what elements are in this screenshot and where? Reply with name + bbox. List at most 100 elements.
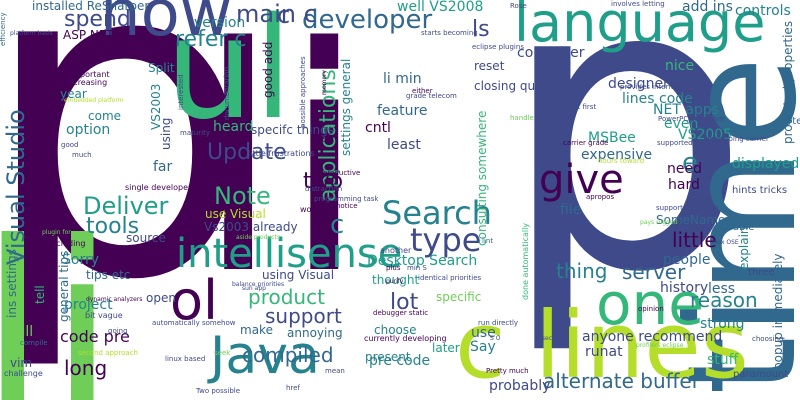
word-installed-resharper: installed ReSharper [32,0,150,13]
word-specifc-things: specifc things [251,123,334,137]
word-hard: hard [668,177,700,193]
word-carrier-grade: carrier grade [563,139,609,147]
word-lint: lint [482,237,494,245]
word-c-2: c [277,1,291,29]
word-now: now [100,0,233,51]
word-s-o: S O [490,335,501,342]
word-handle: handle [510,114,534,122]
word-cntl: cntl [365,120,391,136]
word-vim: vim [10,356,33,370]
word-support-debugger: support debugger [656,204,719,212]
word-file: file [560,202,582,218]
word-people: people [663,252,711,268]
word-pre-code: pre code [369,353,431,369]
word-vs2005: VS2005 [678,127,733,143]
word-bit-vague: bit vague [85,311,123,320]
word-give: give [539,157,624,203]
word-make: make [240,323,273,337]
word-closing-quote: closing quote [474,79,555,93]
word-specific: specific [436,290,482,304]
word-consulting-somewhere: consulting somewhere [475,110,489,246]
word-pretty-much: Pretty much [486,367,529,375]
word-displayed: displayed [732,156,800,172]
word-intellisense: intellisense [176,231,403,277]
word-interested: interested [177,74,185,110]
word-java: Java [210,326,320,386]
word-apropos: apropos [586,193,615,201]
word-p-2: p [498,0,752,360]
word-less: less [708,281,736,297]
word-run-directly: run directly [478,319,519,327]
word-vs2003: VS2003 [149,83,163,130]
word-ul: ul [165,0,293,151]
word-well-vs2008: well VS2008 [397,0,484,15]
word-min-s: min S [407,264,427,272]
word-split: Split [148,61,175,75]
word-compile: compile [20,339,48,347]
word-li-2: li [0,189,117,400]
word-thing: thing [556,259,608,283]
word-notice: notice [336,202,358,210]
word-opinion: opinion [638,305,664,313]
word-ol: ol [170,269,219,332]
word-programming-task: programming task [314,195,379,203]
word-little: little [672,228,717,252]
word-version: version [194,15,246,31]
word-project: project [64,297,113,313]
word-linux-based: linux based [165,355,206,363]
word-far: far [153,159,173,175]
word-search: Search [382,194,492,232]
word-work-hours: work hours [205,174,250,183]
word-refer-c: refer c [175,27,247,52]
word-profilers-eclipse: profilers eclipse [636,342,684,349]
word-will: will [10,324,34,340]
word-note: Note [214,182,271,210]
word-visual-studio: Visual Studio [2,109,30,265]
word-good-add: good add [261,41,275,98]
word-done-automatically: done automatically [521,222,530,300]
word-important: important [70,70,110,79]
word-net-apps: NET apps [653,102,719,118]
word-type: type [410,221,482,259]
word-choosing: choosing [752,335,784,343]
word-rose: Rose [510,2,527,10]
word-later: later [432,341,460,355]
word-aside-products: aside products [236,234,281,241]
word-three: three [748,267,775,278]
word-product: product [248,285,325,309]
word-sorry: Sorry [62,252,100,268]
word-dynamic-analyzers: dynamic analyzers [86,296,143,303]
word-somenamespace: SomeNamespace [656,213,761,227]
word-plugin-for: plugin for [42,229,71,236]
word-one: one [596,270,704,338]
word-compiled: compiled [242,343,334,367]
word-automatically-somehow: automatically somehow [152,319,236,327]
word-supported: supported [657,139,693,147]
word-present: present [365,350,411,364]
word-p: p [0,0,258,376]
word-seek: seek [214,349,231,357]
word-possible-approaches: possible approaches [299,56,307,128]
word-going: going [108,327,128,335]
word-tips-etc: tips etc [86,268,131,282]
word-developing-carrier: developing carrier [705,135,769,143]
word-provides-interfaces: provides interfaces [620,83,688,91]
word-stuff: stuff [707,352,739,368]
word-increasing: increasing [66,78,108,87]
word-distraction: distraction [305,185,343,193]
word-including: including [49,239,86,248]
word-option: option [66,122,111,138]
word-reason: reason [690,288,758,312]
word-designer: designer [608,76,669,92]
word-pays-rugged: pays rugged [640,219,678,226]
word-least: least [387,137,421,153]
word-vs2003-already: Vs2003 already [204,220,298,234]
word-tools: tools [86,214,140,239]
word-deliver: Deliver [83,192,169,220]
word-two: two [303,169,344,194]
word-maturity: maturity [180,129,210,137]
word-hints-tricks: hints tricks [732,185,788,196]
word-code-pre: code pre [60,327,130,346]
word-able: able [733,222,755,233]
